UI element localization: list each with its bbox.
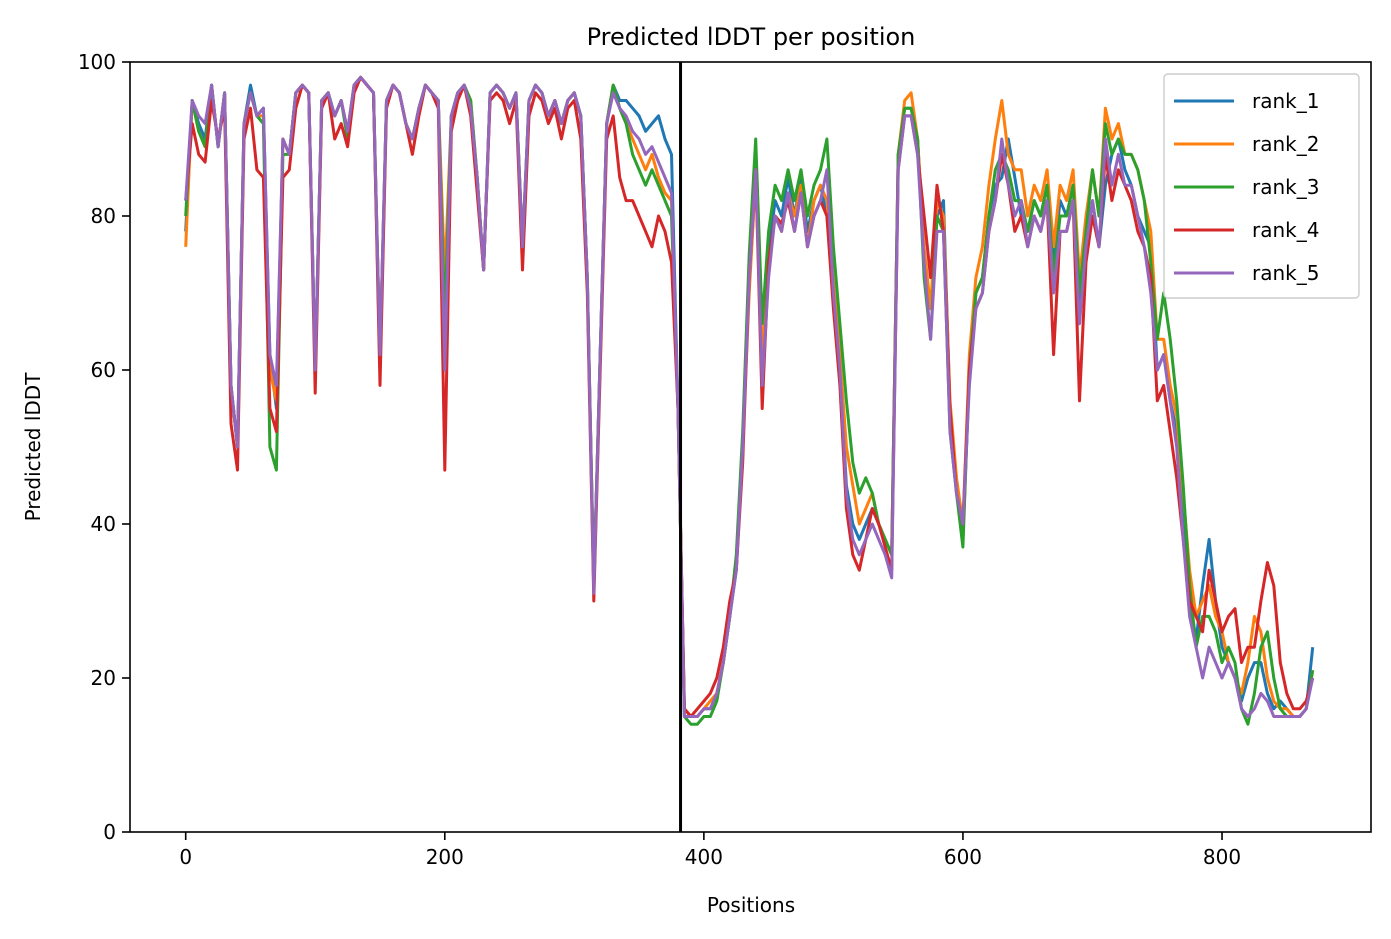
y-axis-title: Predicted lDDT	[21, 372, 45, 522]
legend-label-rank_5: rank_5	[1252, 261, 1319, 285]
legend-label-rank_1: rank_1	[1252, 89, 1319, 113]
y-tick-label: 100	[78, 50, 116, 74]
x-axis: 0 200 400 600 800	[179, 832, 1241, 869]
x-axis-title: Positions	[707, 893, 795, 917]
series-layer	[184, 75, 1315, 726]
legend-label-rank_2: rank_2	[1252, 132, 1319, 156]
y-tick-label: 80	[91, 204, 116, 228]
y-tick-label: 40	[91, 512, 116, 536]
series-line-rank_5	[184, 75, 1315, 718]
legend: rank_1 rank_2 rank_3 rank_4 rank_5	[1163, 73, 1360, 299]
y-axis: 0 20 40 60 80 100	[78, 50, 130, 844]
legend-label-rank_3: rank_3	[1252, 175, 1319, 199]
legend-label-rank_4: rank_4	[1252, 218, 1319, 242]
y-tick-label: 60	[91, 358, 116, 382]
chart-title: Predicted lDDT per position	[587, 23, 916, 51]
x-tick-label: 600	[944, 845, 982, 869]
y-tick-label: 20	[91, 666, 116, 690]
y-tick-label: 0	[103, 820, 116, 844]
x-tick-label: 800	[1203, 845, 1241, 869]
x-tick-label: 200	[426, 845, 464, 869]
plot-frame	[129, 61, 1372, 833]
legend-box	[1163, 73, 1360, 299]
x-tick-label: 400	[685, 845, 723, 869]
x-tick-label: 0	[179, 845, 192, 869]
